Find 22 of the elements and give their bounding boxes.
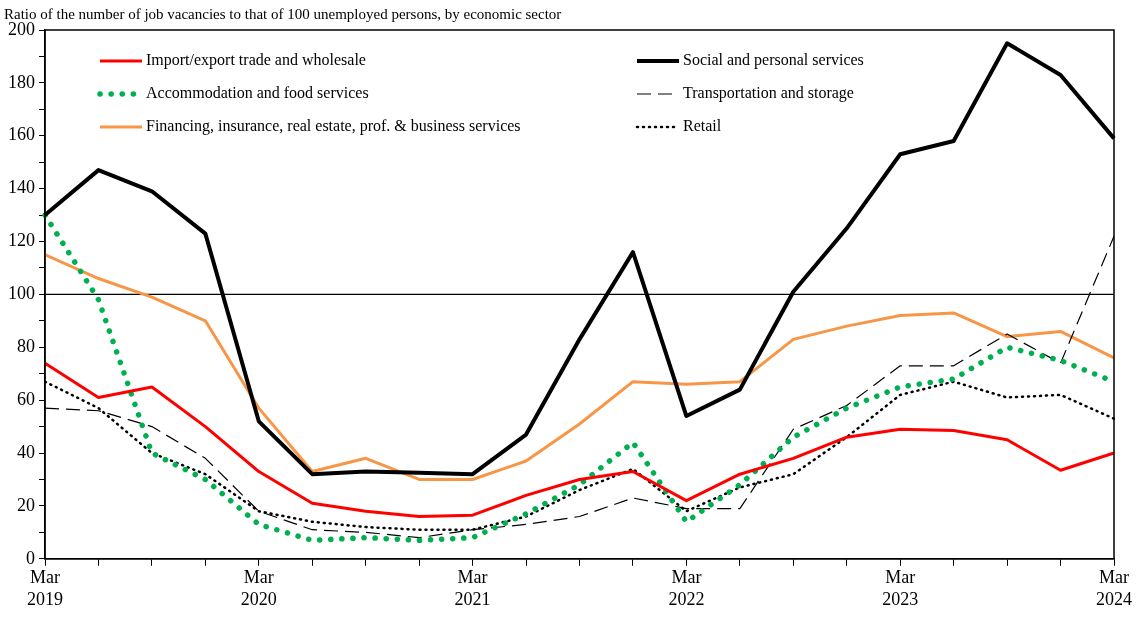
- x-tick-label: Mar 2024: [1096, 567, 1132, 609]
- legend-label: Social and personal services: [683, 51, 864, 70]
- y-tick-label: 140: [8, 177, 35, 198]
- y-tick-label: 60: [17, 388, 35, 409]
- y-tick-label: 40: [17, 441, 35, 462]
- legend-label: Retail: [683, 117, 722, 135]
- y-tick-label: 80: [17, 336, 35, 357]
- y-tick-label: 180: [8, 71, 35, 92]
- y-tick-label: 0: [26, 547, 35, 568]
- x-tick-label: Mar 2022: [668, 567, 705, 609]
- x-tick-label: Mar 2023: [882, 567, 919, 609]
- x-tick-label: Mar 2021: [454, 567, 491, 609]
- y-tick-label: 160: [8, 124, 35, 145]
- legend-label: Financing, insurance, real estate, prof. & business services: [146, 117, 521, 136]
- legend-label: Accommodation and food services: [146, 84, 369, 102]
- y-tick-label: 120: [8, 230, 35, 251]
- x-tick-label: Mar 2020: [240, 567, 277, 609]
- legend-label: Import/export trade and wholesale: [146, 51, 366, 70]
- y-tick-label: 100: [8, 283, 35, 304]
- y-tick-label: 20: [17, 494, 35, 515]
- x-tick-label: Mar 2019: [27, 567, 63, 609]
- legend-label: Transportation and storage: [683, 84, 854, 103]
